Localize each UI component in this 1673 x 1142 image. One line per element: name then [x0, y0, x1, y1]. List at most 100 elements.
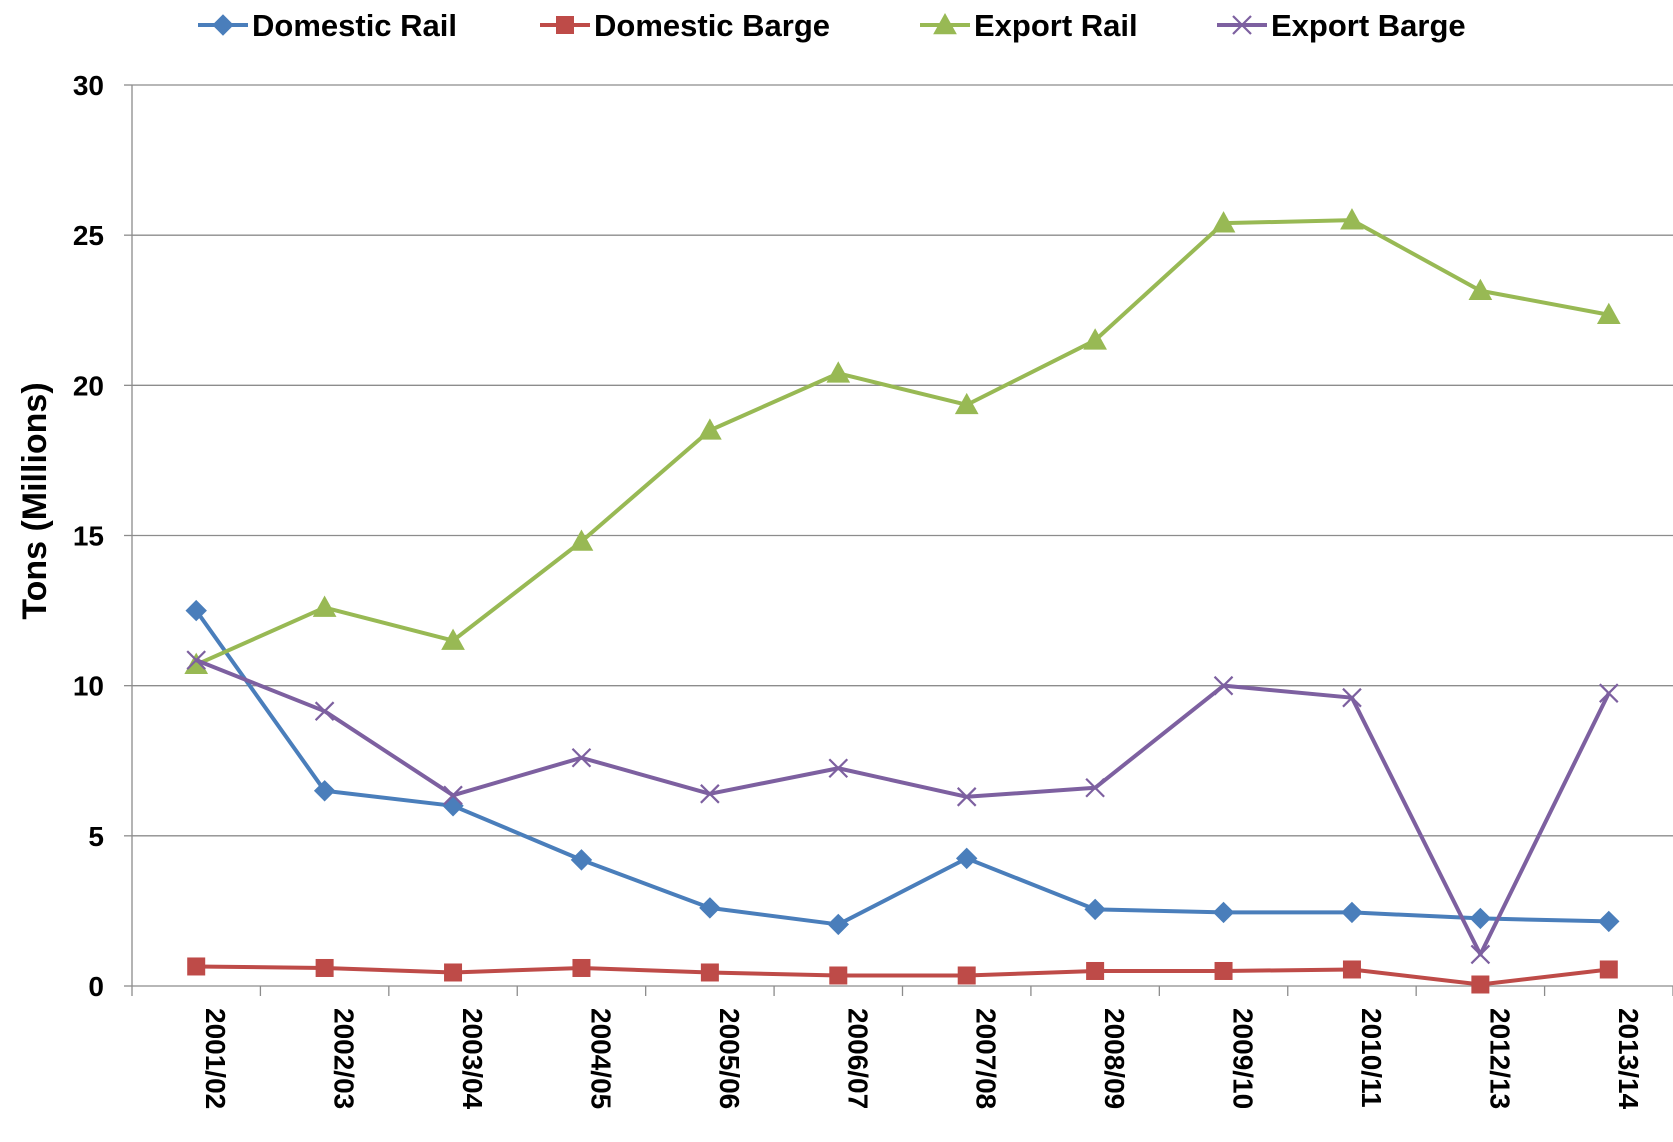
data-point-triangle: [954, 392, 979, 415]
y-tick-label: 5: [88, 821, 104, 852]
x-marker-stroke: [314, 701, 335, 721]
y-tick-label: 25: [73, 220, 104, 251]
y-tick-label: 0: [88, 971, 104, 1002]
x-tick-label: 2002/03: [329, 1008, 360, 1109]
data-point-square: [1086, 961, 1105, 980]
data-point-square: [1471, 975, 1490, 994]
legend-item: Export Rail: [920, 8, 1138, 43]
legend-item: Export Barge: [1217, 8, 1466, 43]
x-marker-stroke: [828, 758, 849, 779]
data-point-square: [1599, 960, 1618, 979]
data-point-diamond: [827, 913, 849, 936]
series-domestic-barge: [187, 957, 1618, 994]
data-point-triangle: [1596, 302, 1621, 325]
x-tick-label: 2012/13: [1484, 1008, 1515, 1109]
data-point-diamond: [185, 599, 207, 622]
data-point-x: [571, 747, 592, 768]
y-tick-label: 30: [73, 70, 104, 101]
data-point-diamond: [442, 795, 464, 817]
data-point-triangle: [569, 529, 594, 551]
x-marker-stroke: [443, 785, 463, 806]
legend-item: Domestic Rail: [198, 8, 457, 43]
data-point-diamond: [699, 897, 721, 919]
data-point-triangle: [1340, 208, 1364, 230]
data-point-x: [1213, 675, 1234, 696]
data-point-x: [828, 758, 849, 779]
x-tick-label: 2013/14: [1613, 1008, 1644, 1110]
legend: Domestic Rail Domestic Barge Export Rail Ex…: [198, 8, 1466, 43]
y-axis-title: Tons (Millions): [16, 382, 54, 619]
data-point-x: [1599, 683, 1619, 703]
data-point-square: [187, 957, 206, 976]
data-point-diamond: [1469, 907, 1492, 930]
series-line: [195, 218, 1610, 667]
data-point-diamond: [1341, 901, 1363, 924]
x-tick-label: 2007/08: [971, 1008, 1002, 1109]
data-point-triangle: [698, 418, 722, 440]
data-point-triangle: [441, 628, 465, 650]
x-marker-stroke: [1470, 944, 1491, 965]
x-tick-label: 2005/06: [714, 1008, 745, 1109]
y-tick-label: 10: [73, 671, 104, 702]
x-marker-stroke: [186, 650, 206, 670]
data-point-triangle: [1211, 211, 1236, 233]
x-marker-stroke: [956, 787, 977, 807]
data-point-diamond: [956, 847, 978, 870]
data-point-x: [1232, 15, 1252, 35]
data-point-x: [186, 650, 206, 670]
x-tick-label: 2010/11: [1356, 1008, 1387, 1108]
x-tick-label: 2009/10: [1228, 1008, 1259, 1109]
legend-label: Domestic Barge: [594, 8, 830, 43]
x-marker-stroke: [1085, 778, 1105, 798]
data-point-diamond: [1212, 901, 1235, 924]
series-line: [195, 658, 1611, 957]
data-point-x: [1470, 944, 1491, 965]
data-point-square: [1214, 961, 1233, 980]
data-point-x: [314, 701, 335, 721]
axes: 0 5 10 15 20 25 30 2001/02 2002/03 2003/04 2004/05…: [73, 70, 1673, 1110]
data-point-x: [1342, 687, 1362, 708]
x-marker-stroke: [571, 747, 592, 768]
series-line: [196, 964, 1610, 987]
data-point-x: [443, 785, 463, 806]
x-marker-stroke: [1599, 683, 1619, 703]
data-point-diamond: [212, 14, 234, 36]
data-point-square: [572, 958, 591, 977]
x-tick-label: 2004/05: [585, 1008, 616, 1109]
data-series: [184, 208, 1621, 994]
x-tick-label: 2003/04: [457, 1008, 488, 1110]
legend-label: Export Rail: [974, 8, 1138, 43]
data-point-square: [315, 958, 334, 977]
x-marker-stroke: [1232, 15, 1252, 35]
series-line: [194, 609, 1609, 927]
legend-label: Domestic Rail: [252, 8, 457, 43]
series-export-barge: [186, 650, 1619, 965]
x-tick-label: 2008/09: [1099, 1008, 1130, 1109]
x-marker-stroke: [1342, 687, 1362, 708]
data-point-x: [1085, 778, 1105, 798]
data-point-triangle: [1468, 278, 1493, 301]
x-marker-stroke: [700, 784, 720, 804]
data-point-triangle: [933, 12, 957, 35]
data-point-square: [700, 963, 719, 982]
data-point-square: [444, 963, 463, 982]
data-point-triangle: [826, 361, 851, 383]
series-export-rail: [184, 208, 1621, 674]
data-point-diamond: [313, 780, 336, 802]
data-point-square: [829, 966, 848, 985]
data-point-triangle: [312, 595, 337, 617]
y-tick-label: 20: [73, 370, 104, 401]
data-point-square: [1342, 960, 1361, 979]
gridlines: [132, 84, 1673, 837]
legend-label: Export Barge: [1271, 8, 1466, 43]
x-marker-stroke: [1213, 675, 1234, 696]
data-point-diamond: [570, 849, 593, 871]
data-point-diamond: [1084, 898, 1106, 921]
data-point-square: [556, 16, 574, 34]
data-point-triangle: [1083, 328, 1107, 350]
legend-item: Domestic Barge: [540, 8, 830, 43]
x-tick-label: 2006/07: [842, 1008, 873, 1109]
data-point-x: [956, 787, 977, 807]
